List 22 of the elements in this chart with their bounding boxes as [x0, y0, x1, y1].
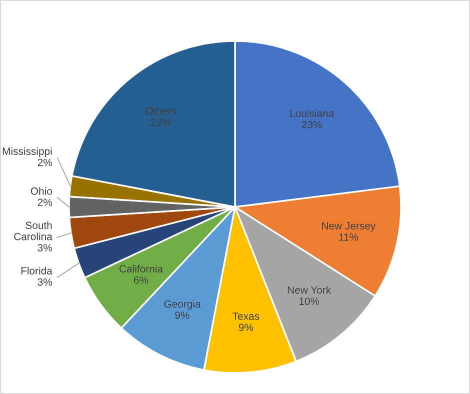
slice-label: Georgia	[164, 300, 201, 310]
data-label: 22%	[151, 118, 171, 126]
data-label: 23%	[302, 120, 322, 128]
data-label: 3%	[38, 278, 52, 286]
slice-label: Louisiana	[290, 109, 334, 118]
slice-label: South Carolina	[14, 221, 52, 240]
slice-label: Others	[146, 107, 176, 115]
data-label: 11%	[339, 233, 358, 241]
data-label: 6%	[134, 276, 148, 284]
data-label: 10%	[299, 298, 320, 305]
slice-label: New York	[288, 286, 332, 294]
data-label: 9%	[175, 312, 190, 319]
data-label: 3%	[38, 244, 52, 252]
slice-label: Ohio	[30, 187, 52, 195]
data-label: 2%	[38, 158, 52, 166]
data-label: 2%	[38, 198, 52, 206]
slice-label: New Jersey	[322, 222, 376, 232]
slice-label: Mississippi	[2, 147, 52, 158]
slice-label: Texas	[232, 312, 260, 320]
slice-label: Florida	[21, 266, 52, 274]
data-label: 9%	[238, 324, 254, 332]
slice-label: California	[120, 264, 163, 272]
